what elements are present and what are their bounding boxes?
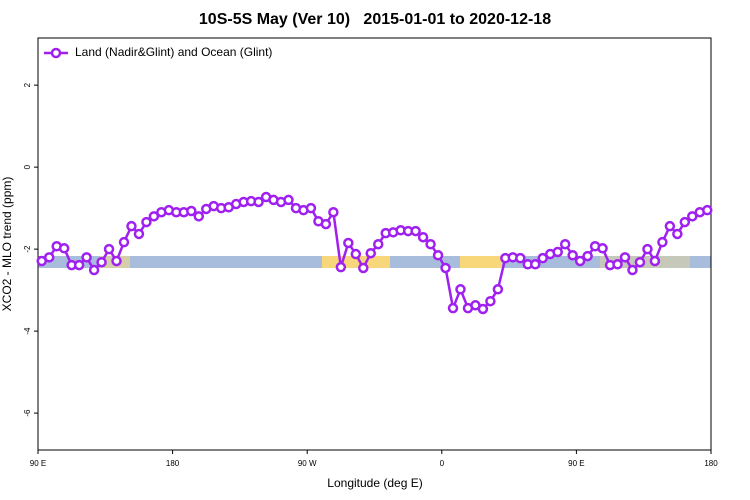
series-marker <box>193 211 205 222</box>
series-marker <box>612 259 623 270</box>
series-marker <box>634 256 646 268</box>
series-marker <box>687 211 698 222</box>
y-tick-label: -4 <box>23 327 32 335</box>
series-marker <box>492 284 504 295</box>
series-marker <box>410 225 421 237</box>
series-marker <box>365 247 377 259</box>
x-axis-label: Longitude (deg E) <box>327 476 422 490</box>
y-tick-label: 0 <box>23 164 32 169</box>
x-tick-label: 180 <box>166 459 180 468</box>
y-axis-label: XCO2 - MLO trend (ppm) <box>0 177 14 312</box>
series-marker <box>417 231 429 243</box>
series-marker <box>515 252 526 264</box>
series-marker <box>425 238 436 250</box>
series-marker <box>432 250 444 261</box>
series-marker <box>440 262 451 274</box>
series-marker <box>343 237 354 249</box>
series-marker <box>103 243 115 255</box>
series-marker <box>126 220 137 232</box>
series-marker <box>350 248 362 260</box>
series-marker <box>552 246 563 258</box>
series-marker <box>702 204 713 216</box>
series-marker <box>582 250 593 262</box>
x-tick-label: 90 W <box>298 459 317 468</box>
x-tick-label: 90 E <box>30 459 46 468</box>
series-marker <box>455 284 466 295</box>
series-marker <box>283 194 294 206</box>
series-marker <box>574 255 586 267</box>
series-marker <box>148 211 160 222</box>
x-tick-label: 180 <box>704 459 718 468</box>
legend-label: Land (Nadir&Glint) and Ocean (Glint) <box>75 45 272 59</box>
series-marker <box>672 228 683 240</box>
plot-frame <box>37 37 712 451</box>
series-marker <box>679 216 691 228</box>
series-marker <box>537 252 548 264</box>
series-marker <box>96 256 107 268</box>
series-marker <box>43 252 55 263</box>
series-marker <box>649 255 661 267</box>
series-marker <box>118 236 130 248</box>
series-marker <box>58 243 70 254</box>
series-marker <box>567 250 578 261</box>
series-marker <box>657 236 668 248</box>
legend-marker <box>50 47 62 59</box>
series-marker <box>81 252 92 263</box>
y-tick-label: 2 <box>23 82 32 87</box>
series-marker <box>530 259 541 270</box>
y-tick-label: -2 <box>23 245 32 253</box>
series-marker <box>186 205 197 217</box>
series-marker <box>141 216 152 228</box>
series-marker <box>73 259 85 271</box>
series-marker <box>320 218 332 230</box>
series-marker <box>111 255 122 267</box>
series-marker <box>328 206 339 218</box>
chart-title: 10S-5S May (Ver 10) 2015-01-01 to 2020-1… <box>199 11 551 28</box>
series-marker <box>597 243 608 254</box>
series-marker <box>559 238 571 250</box>
series-marker <box>253 196 264 208</box>
series-marker <box>305 202 317 214</box>
series-marker <box>485 295 496 307</box>
series-marker <box>664 220 676 232</box>
series-marker <box>88 264 100 276</box>
series-marker <box>133 228 145 240</box>
land-strip <box>460 256 502 268</box>
series-marker <box>619 252 631 263</box>
series-marker <box>372 238 384 250</box>
series-marker <box>627 264 638 276</box>
series-marker <box>447 302 459 314</box>
series-marker <box>477 303 489 315</box>
x-tick-label: 90 E <box>568 459 584 468</box>
series-marker <box>358 262 369 274</box>
series-marker <box>335 261 347 273</box>
series-marker <box>642 243 653 255</box>
x-tick-label: 0 <box>440 459 445 468</box>
y-tick-label: -6 <box>23 409 32 417</box>
